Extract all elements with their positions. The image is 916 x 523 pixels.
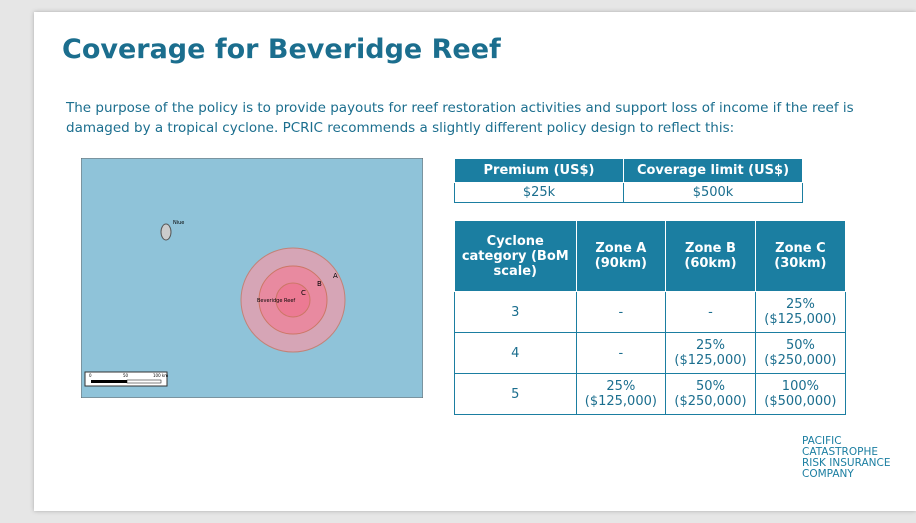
map-label: B xyxy=(317,280,322,288)
cell: 100% ($500,000) xyxy=(754,373,847,415)
scale-label: 50 xyxy=(123,373,129,378)
cell: 5 xyxy=(454,373,577,415)
cell: 50% ($250,000) xyxy=(754,332,847,374)
header: Zone B (60km) xyxy=(665,220,756,292)
cell: 25% ($125,000) xyxy=(665,332,756,374)
map-label: Niue xyxy=(173,220,184,226)
cell: 25% ($125,000) xyxy=(754,291,847,333)
logo: PACIFIC CATASTROPHE RISK INSURANCE COMPANY xyxy=(802,436,890,480)
cell: - xyxy=(575,291,667,333)
logo-line: RISK INSURANCE xyxy=(802,457,891,469)
niue xyxy=(160,223,172,241)
zone-table: Cyclone category (BoM scale) Zone A (90km… xyxy=(454,220,847,415)
header: Zone A (90km) xyxy=(575,220,667,292)
cell: 50% ($250,000) xyxy=(665,373,756,415)
title: Coverage for Beveridge Reef xyxy=(62,34,501,65)
map-label: C xyxy=(301,289,306,297)
logo-line: CATASTROPHE xyxy=(802,446,878,458)
scale-label: 0 xyxy=(89,373,92,378)
header: Coverage limit (US$) xyxy=(623,158,803,183)
header: Zone C (30km) xyxy=(754,220,847,292)
logo-line: PACIFIC xyxy=(802,435,842,447)
row: 3- -25% ($125,000) xyxy=(454,291,847,333)
header: Premium (US$) xyxy=(454,158,624,183)
map-label: Beveridge Reef xyxy=(257,298,295,304)
intro: The purpose of the policy is to provide … xyxy=(66,100,854,136)
scale-label: 100 km xyxy=(153,373,168,378)
slide: Coverage for Beveridge Reef The purpose … xyxy=(34,12,916,511)
cell: $25k xyxy=(454,182,624,203)
summary-table: Premium (US$) Coverage limit (US$) $25k $5… xyxy=(454,158,803,203)
cell: $500k xyxy=(623,182,803,203)
header: Cyclone category (BoM scale) xyxy=(454,220,577,292)
logo-line: COMPANY xyxy=(802,468,854,480)
cell: 4 xyxy=(454,332,577,374)
cell: - xyxy=(665,291,756,333)
cell: 3 xyxy=(454,291,577,333)
cell: - xyxy=(575,332,667,374)
map: Niue Beveridge Reef A B C 0 50 100 km xyxy=(81,158,423,398)
scale-bar xyxy=(126,379,162,384)
zone-c xyxy=(275,282,311,318)
cell: 25% ($125,000) xyxy=(575,373,667,415)
row: 5 25% ($125,000) 50% ($250,000) 100% ($500,… xyxy=(454,373,847,415)
map-label: A xyxy=(333,272,338,280)
row: 4-25% ($125,000) 50% ($250,000) xyxy=(454,332,847,374)
scale-bar xyxy=(91,380,127,383)
header-row: Cyclone category (BoM scale) Zone A (90km… xyxy=(454,220,847,292)
